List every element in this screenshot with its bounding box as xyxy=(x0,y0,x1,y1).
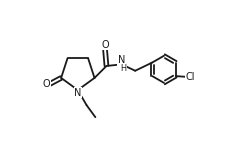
Text: N: N xyxy=(74,88,82,98)
Text: O: O xyxy=(42,78,50,88)
Text: H: H xyxy=(121,64,127,73)
Text: Cl: Cl xyxy=(186,72,195,82)
Text: N: N xyxy=(118,55,125,65)
Text: O: O xyxy=(101,40,109,50)
